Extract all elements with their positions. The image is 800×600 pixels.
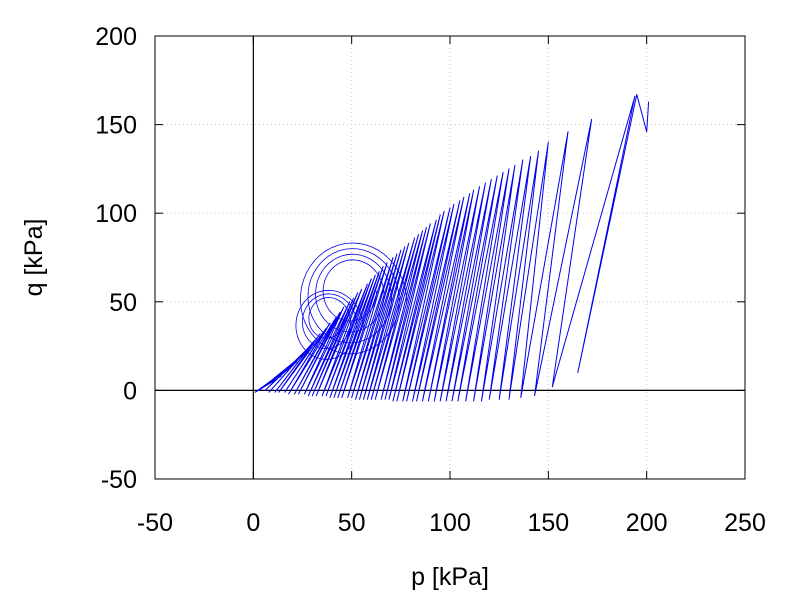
zero-lines	[155, 36, 745, 479]
y-tick-label: 0	[123, 377, 137, 405]
series-layer	[254, 94, 650, 402]
y-tick-label: 100	[95, 200, 137, 228]
y-tick-label: 150	[95, 112, 137, 140]
x-tick-label: 150	[527, 509, 569, 537]
x-axis-label: p [kPa]	[411, 563, 489, 591]
series-line	[254, 94, 650, 402]
y-tick-label: 200	[95, 23, 137, 51]
y-tick-label: -50	[101, 466, 137, 494]
tick-marks	[154, 35, 746, 480]
series-inner-loop	[295, 289, 364, 360]
x-tick-label: 100	[429, 509, 471, 537]
tick-labels: -50 0 50 100 150 200 250 -50 0 50 100 150 200	[95, 23, 766, 537]
x-tick-label: 200	[626, 509, 668, 537]
x-tick-label: 0	[246, 509, 260, 537]
y-axis-label: q [kPa]	[20, 219, 48, 297]
x-tick-label: -50	[137, 509, 173, 537]
x-tick-label: 250	[724, 509, 766, 537]
x-tick-label: 50	[338, 509, 366, 537]
y-tick-label: 50	[109, 289, 137, 317]
series-inner-loop	[299, 242, 408, 355]
